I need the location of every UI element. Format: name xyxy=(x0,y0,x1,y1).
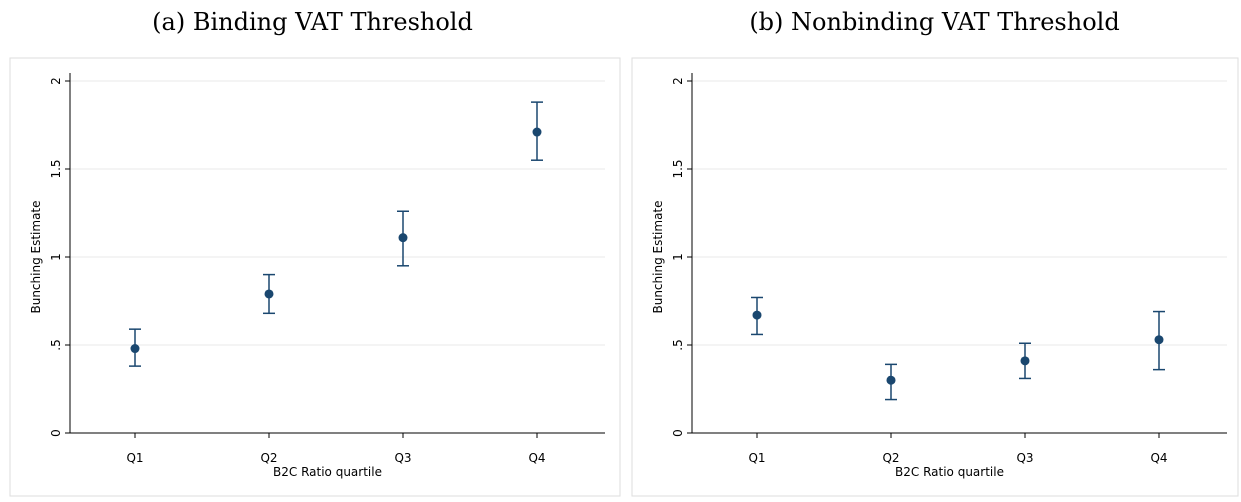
y-tick-label: 2 xyxy=(671,77,685,85)
y-tick-label: 1.5 xyxy=(49,159,63,178)
y-tick-label: 0 xyxy=(49,429,63,437)
chart-title: (b) Nonbinding VAT Threshold xyxy=(749,8,1119,36)
y-tick-label: 2 xyxy=(49,77,63,85)
x-tick-label: Q1 xyxy=(748,451,765,465)
x-tick-label: Q3 xyxy=(1016,451,1033,465)
point xyxy=(130,344,140,354)
x-tick-label: Q4 xyxy=(528,451,545,465)
x-tick-label: Q2 xyxy=(882,451,899,465)
panel-frame xyxy=(631,57,1239,497)
y-axis-label: Bunching Estimate xyxy=(651,200,665,313)
point xyxy=(752,310,762,320)
point xyxy=(532,127,542,137)
y-tick-label: .5 xyxy=(49,339,63,350)
panel-frame xyxy=(9,57,621,497)
point xyxy=(398,233,408,243)
x-axis-label: B2C Ratio quartile xyxy=(895,465,1004,479)
point xyxy=(886,375,896,385)
x-axis-label: B2C Ratio quartile xyxy=(273,465,382,479)
y-tick-label: 0 xyxy=(671,429,685,437)
point xyxy=(264,289,274,299)
x-tick-label: Q2 xyxy=(260,451,277,465)
x-tick-label: Q4 xyxy=(1150,451,1167,465)
y-axis-label: Bunching Estimate xyxy=(29,200,43,313)
x-tick-label: Q3 xyxy=(394,451,411,465)
y-tick-label: 1 xyxy=(671,253,685,261)
point xyxy=(1154,335,1164,345)
x-tick-label: Q1 xyxy=(126,451,143,465)
y-tick-label: .5 xyxy=(671,339,685,350)
y-tick-label: 1 xyxy=(49,253,63,261)
chart-title: (a) Binding VAT Threshold xyxy=(152,8,473,36)
y-tick-label: 1.5 xyxy=(671,159,685,178)
point xyxy=(1020,356,1030,366)
